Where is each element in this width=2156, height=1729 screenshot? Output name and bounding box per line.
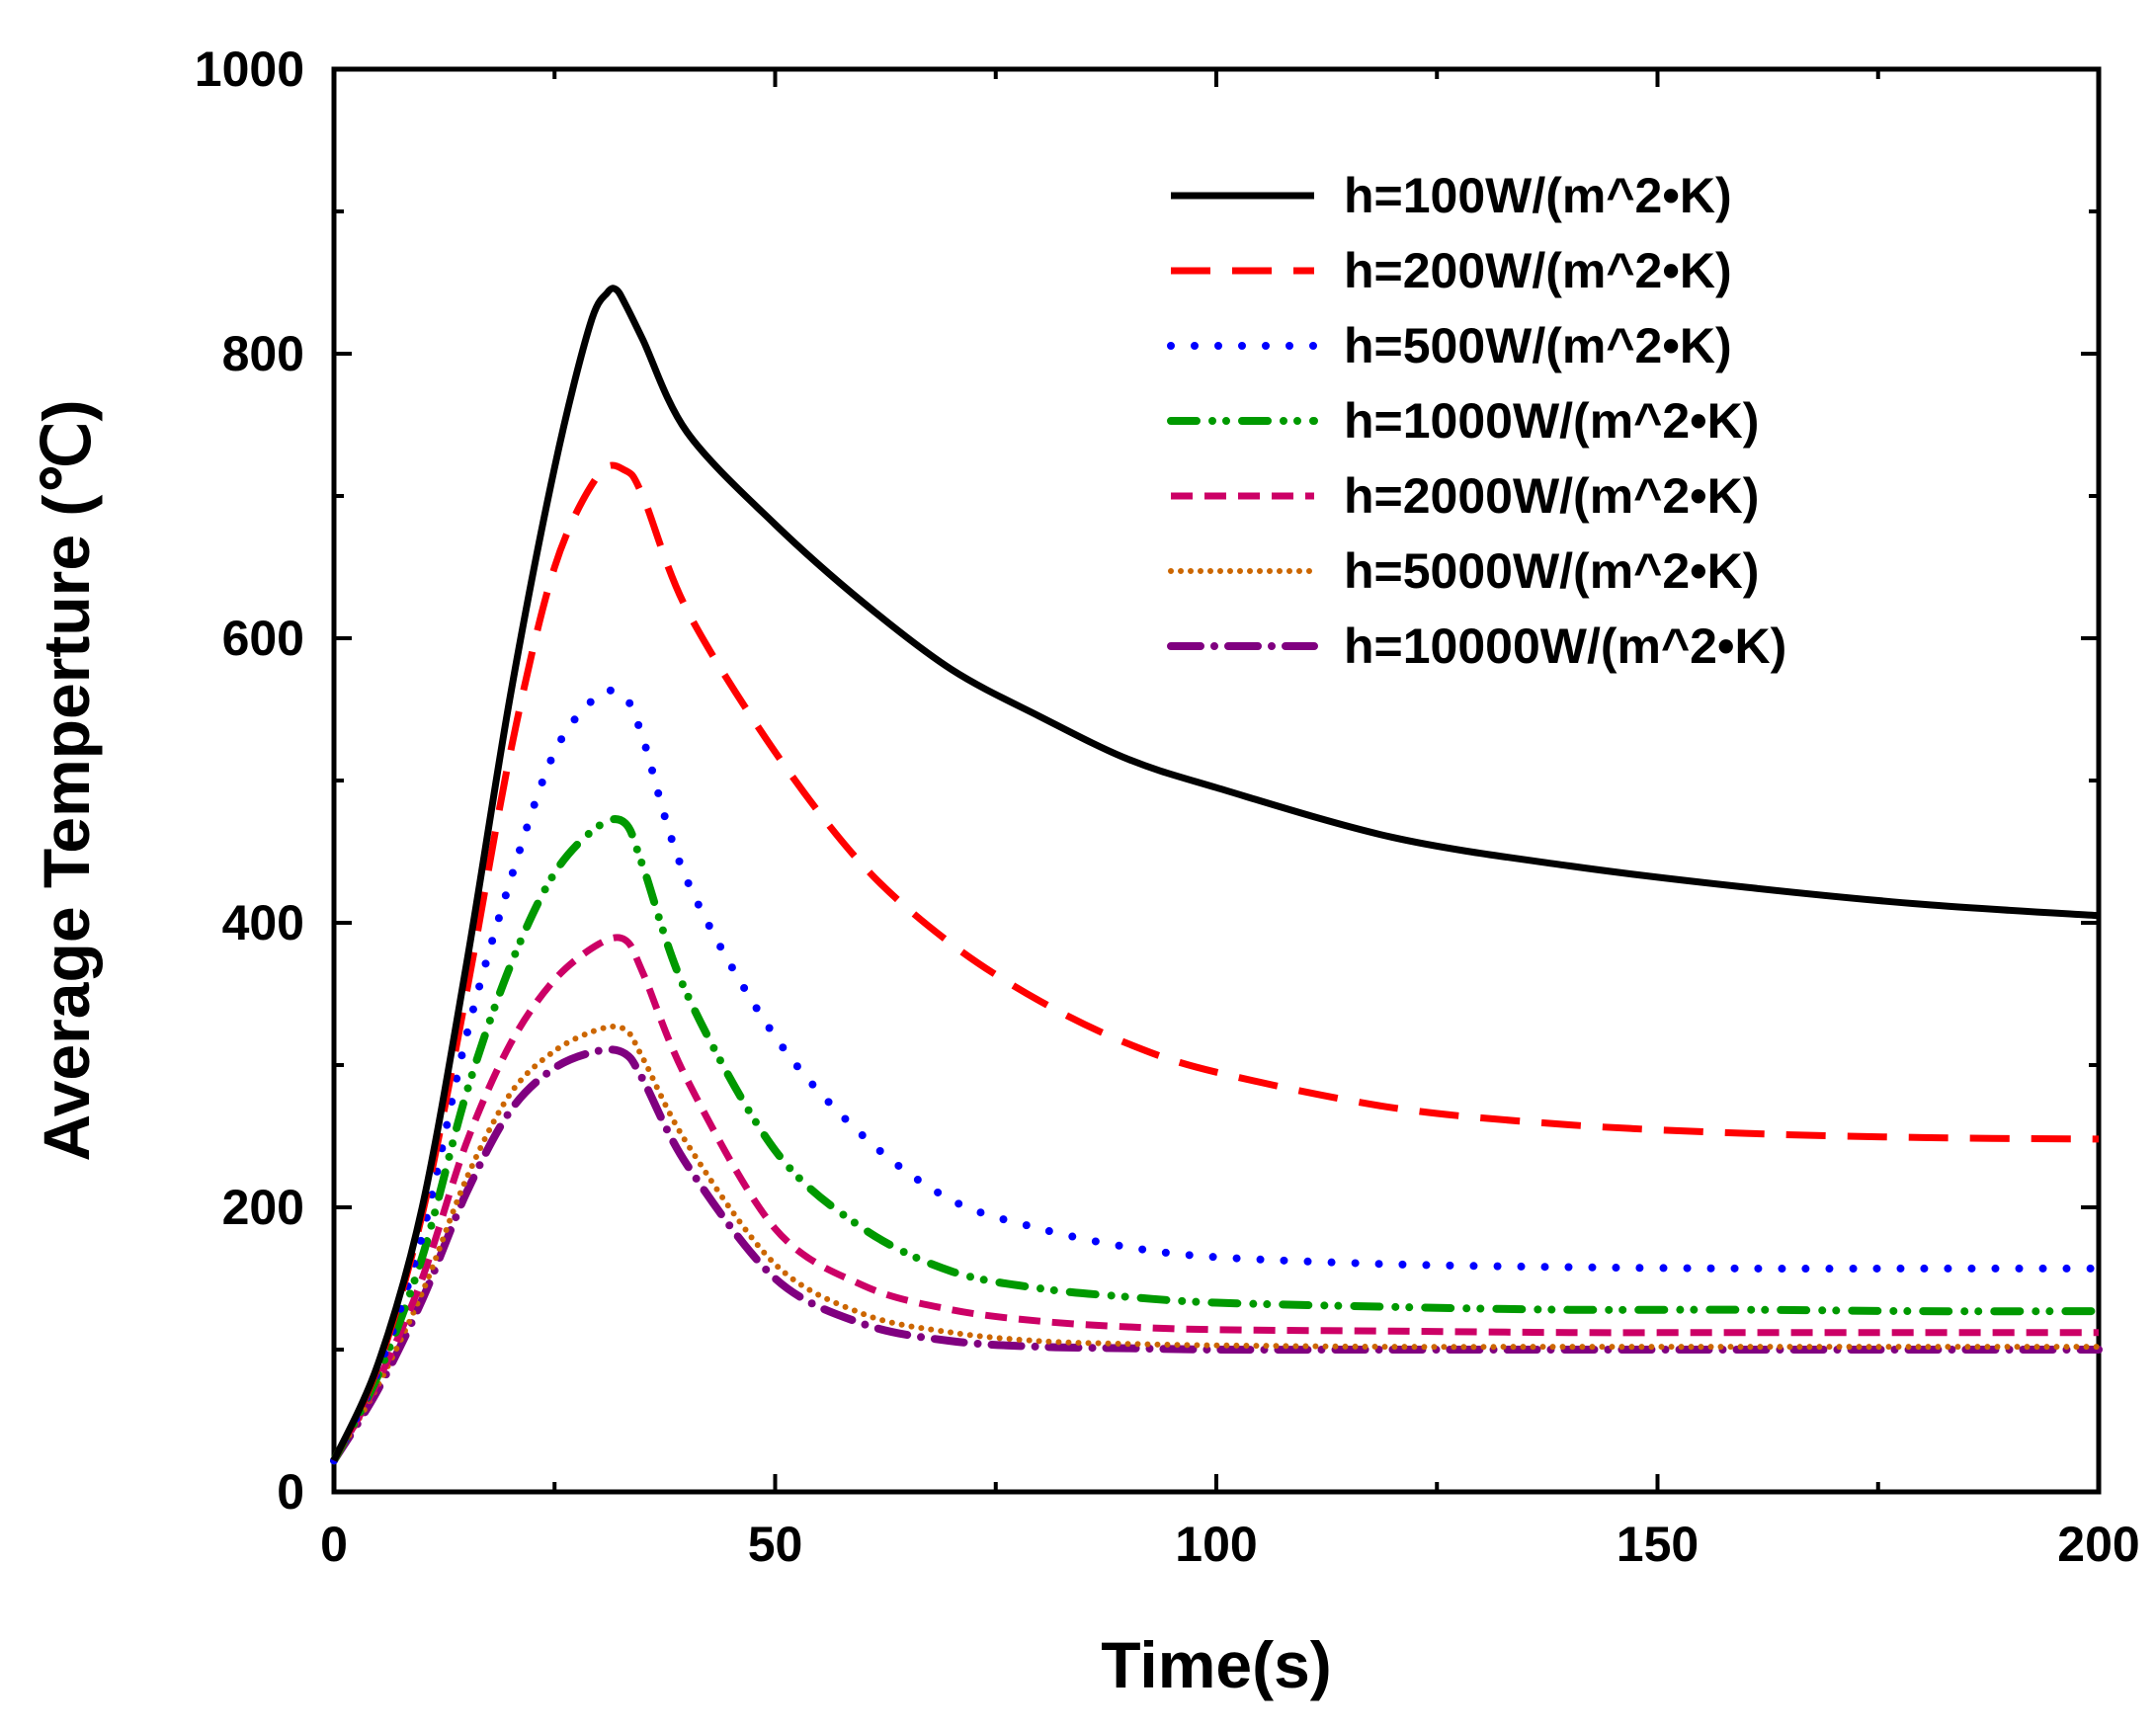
series-line-3 — [330, 686, 2103, 1465]
series-line-2 — [330, 461, 2100, 1462]
legend-label: h=5000W/(m^2•K) — [1344, 543, 1759, 599]
x-tick-label: 100 — [1175, 1517, 1257, 1572]
series-line-1 — [330, 285, 2100, 1462]
y-tick-label: 800 — [222, 326, 304, 381]
y-axis-title: Average Temperture (℃) — [30, 400, 103, 1162]
y-tick-label: 0 — [277, 1464, 304, 1520]
legend-label: h=100W/(m^2•K) — [1344, 168, 1732, 223]
x-axis-title: Time(s) — [1101, 1628, 1332, 1701]
y-tick-label: 1000 — [195, 41, 304, 97]
x-tick-label: 50 — [748, 1517, 803, 1572]
series-group — [330, 285, 2103, 1465]
x-tick-label: 0 — [320, 1517, 348, 1572]
series-line-7 — [330, 1045, 2103, 1465]
y-tick-label: 600 — [222, 611, 304, 666]
x-tick-label: 200 — [2057, 1517, 2139, 1572]
plot-frame — [331, 66, 2102, 1495]
legend-label: h=10000W/(m^2•K) — [1344, 618, 1786, 674]
y-tick-label: 400 — [222, 895, 304, 950]
y-tick-label: 200 — [222, 1180, 304, 1235]
series-line-5 — [330, 934, 2099, 1462]
y-tick-labels: 0 200 400 600 800 1000 — [195, 41, 304, 1520]
legend-label: h=1000W/(m^2•K) — [1344, 393, 1759, 449]
legend-label: h=2000W/(m^2•K) — [1344, 468, 1759, 524]
series-line-6 — [331, 1023, 2102, 1464]
plot-area — [330, 66, 2103, 1495]
legend-label: h=200W/(m^2•K) — [1344, 243, 1732, 298]
axis-ticks — [332, 67, 2101, 1494]
x-tick-label: 150 — [1617, 1517, 1699, 1572]
x-tick-labels: 0 50 100 150 200 — [320, 1517, 2140, 1572]
series-line-4 — [330, 815, 2103, 1465]
legend-label: h=500W/(m^2•K) — [1344, 318, 1732, 373]
legend: h=100W/(m^2•K) h=200W/(m^2•K) h=500W/(m^2•… — [1167, 168, 1786, 674]
